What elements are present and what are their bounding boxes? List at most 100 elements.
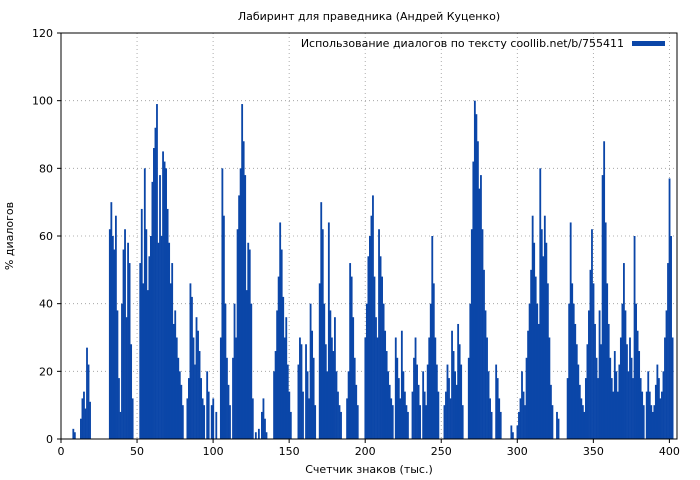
bar: [661, 391, 663, 439]
bar: [533, 242, 536, 439]
bar: [419, 405, 422, 439]
bar: [600, 344, 603, 439]
bar: [454, 371, 456, 439]
bar: [639, 378, 642, 439]
bar: [337, 391, 339, 439]
bar: [146, 290, 149, 439]
bar: [247, 242, 250, 439]
bar: [373, 276, 376, 439]
bar: [251, 398, 254, 439]
bar: [87, 364, 90, 439]
bar: [597, 378, 599, 439]
bar: [470, 229, 473, 439]
bar: [521, 371, 523, 439]
bar: [379, 256, 382, 439]
bar: [397, 378, 400, 439]
bar: [448, 378, 450, 439]
bar: [312, 357, 315, 439]
bar: [131, 398, 134, 439]
bar: [417, 384, 420, 439]
bar: [656, 364, 659, 439]
y-axis-ticks: 0 20 40 60 80 100 120: [32, 27, 61, 446]
bar: [128, 263, 131, 439]
bar: [653, 405, 656, 439]
bar: [226, 357, 228, 439]
bar: [189, 283, 192, 439]
x-axis-ticks: 0 50 100 150 200 250 300 350 400: [58, 439, 680, 458]
bar: [387, 371, 390, 439]
bar: [388, 384, 391, 439]
y-tick-label: 120: [32, 27, 53, 40]
bar: [261, 411, 263, 439]
bar: [215, 411, 218, 439]
bar: [662, 371, 665, 439]
legend-label: Использование диалогов по тексту coollib…: [301, 37, 624, 50]
bar: [556, 411, 558, 439]
bar: [143, 168, 146, 440]
bar: [197, 330, 199, 439]
bar: [207, 391, 210, 439]
bar: [145, 229, 148, 439]
bar: [536, 303, 539, 439]
bar: [606, 283, 609, 439]
bar: [499, 411, 502, 439]
bar: [165, 168, 168, 440]
bar: [621, 303, 624, 439]
bar: [524, 405, 526, 439]
bar: [242, 141, 245, 439]
bar: [114, 215, 117, 439]
bar: [461, 405, 464, 439]
x-tick-label: 400: [659, 445, 680, 458]
bar: [618, 364, 621, 439]
bar: [551, 405, 554, 439]
bar: [201, 398, 204, 439]
bar: [375, 317, 377, 439]
bar: [407, 411, 409, 439]
bar: [238, 195, 241, 439]
bar: [89, 401, 91, 439]
bar: [609, 357, 612, 439]
bar: [572, 303, 575, 439]
bar: [200, 378, 202, 439]
chart-title: Лабиринт для праведника (Андрей Куценко): [238, 10, 500, 23]
legend: Использование диалогов по тексту coollib…: [301, 37, 665, 50]
bar: [285, 317, 288, 439]
y-axis-label: % диалогов: [3, 202, 16, 270]
x-tick-label: 150: [279, 445, 300, 458]
bar: [428, 337, 431, 439]
bar: [641, 391, 644, 439]
bar: [396, 357, 399, 439]
y-tick-label: 0: [46, 433, 53, 446]
bar: [302, 391, 304, 439]
bar: [522, 391, 525, 439]
bar: [416, 364, 418, 439]
bar: [365, 303, 368, 439]
bar: [568, 303, 571, 439]
bar: [212, 398, 215, 439]
bar: [235, 337, 237, 439]
bar: [619, 337, 622, 439]
bar: [607, 323, 610, 439]
bar: [484, 310, 487, 439]
bar: [163, 161, 166, 440]
y-tick-label: 100: [32, 95, 53, 108]
bar: [594, 323, 596, 439]
bar: [227, 384, 230, 439]
bar: [122, 249, 125, 439]
bar: [539, 168, 542, 440]
bar: [527, 330, 530, 439]
y-tick-label: 80: [39, 162, 53, 175]
bar: [257, 428, 260, 439]
bar: [647, 371, 650, 439]
bar: [510, 425, 513, 439]
bar: [181, 405, 184, 439]
bar: [543, 215, 546, 439]
bar: [435, 364, 438, 439]
bar: [175, 337, 178, 439]
bar: [403, 391, 406, 439]
bar: [142, 283, 145, 439]
bar: [83, 391, 85, 439]
bar: [113, 249, 116, 439]
bar: [297, 364, 300, 439]
